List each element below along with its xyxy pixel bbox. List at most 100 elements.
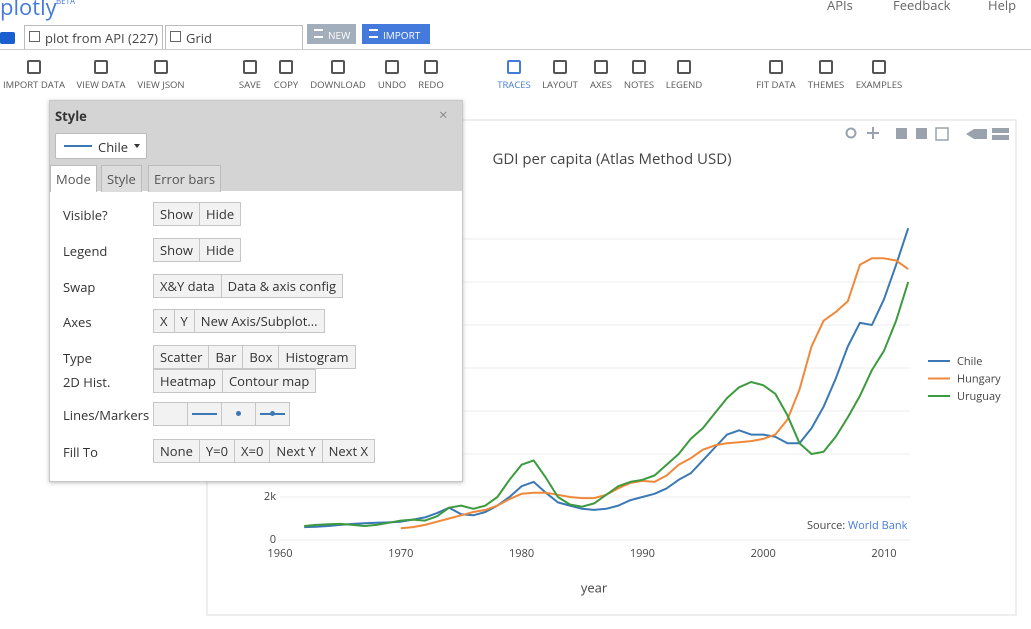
button-group: X Y New Axis/Subplot... [153,309,325,333]
toolbar-icon[interactable] [819,60,833,74]
mode-button[interactable] [187,402,222,426]
option-button[interactable]: None [153,439,200,463]
toolbar-label[interactable]: IMPORT DATA [2,78,66,91]
option-button[interactable]: X [153,309,175,333]
toolbar-icon[interactable] [553,60,567,74]
option-button[interactable]: Hide [199,202,242,226]
modebar[interactable] [845,127,1010,141]
toolbar-label[interactable]: TRACES [497,78,531,91]
toolbar-icon[interactable] [677,60,691,74]
panel-tab[interactable]: Error bars [148,165,222,192]
toolbar-label[interactable]: VIEW JSON [137,78,185,91]
option-button[interactable]: Histogram [278,345,356,369]
toolbar-label[interactable]: AXES [590,78,612,91]
compare-icon[interactable] [992,135,1009,140]
source-label: Source: [807,518,845,533]
option-button[interactable]: Heatmap [153,369,223,393]
toolbar-label[interactable]: COPY [273,78,299,91]
toolbar-icon[interactable] [154,60,168,74]
mode-button[interactable] [221,402,256,426]
option-button[interactable]: Show [153,238,200,262]
divider [0,49,1031,50]
logo[interactable]: plotly [0,0,57,22]
toolbar-icon[interactable] [279,60,293,74]
option-button[interactable]: Next X [321,439,376,463]
toolbar-icon[interactable] [331,60,345,74]
toolbar-label[interactable]: NOTES [623,78,655,91]
line-series [304,281,910,527]
close-button[interactable]: × [439,105,448,125]
toolbar-label[interactable]: LEGEND [665,78,703,91]
action-button[interactable]: NEW [307,24,356,44]
toolbar-icon[interactable] [424,60,438,74]
option-button[interactable]: Contour map [221,369,317,393]
toolbar-label[interactable]: SAVE [238,78,262,91]
option-button[interactable]: Scatter [153,345,210,369]
pan-icon[interactable] [867,127,879,139]
toolbar-icon[interactable] [243,60,257,74]
panel-tab[interactable]: Mode [50,165,97,192]
option-button[interactable]: Hide [199,238,242,262]
tab-icon [170,31,181,42]
hover-icon[interactable] [966,129,987,139]
header-link[interactable]: Help [988,0,1017,14]
toolbar-label[interactable]: DOWNLOAD [310,78,366,91]
option-button[interactable]: New Axis/Subplot... [193,309,325,333]
option-button[interactable]: Next Y [269,439,323,463]
option-button[interactable]: Y [173,309,195,333]
x-tick-label: 1960 [267,546,292,561]
tab[interactable]: Grid [165,25,303,49]
option-button[interactable]: Data & axis config [220,274,344,298]
mode-button[interactable] [255,402,290,426]
y-tick-label: 2k [264,489,276,504]
trace-dropdown[interactable]: Chile [55,133,147,159]
toolbar-label[interactable]: EXAMPLES [855,78,903,91]
option-button[interactable]: Box [242,345,280,369]
toolbar-label[interactable]: THEMES [807,78,845,91]
toolbar-icon[interactable] [27,60,41,74]
toolbar-label[interactable]: VIEW DATA [76,78,126,91]
button-group: Scatter Bar Box Histogram [153,345,356,369]
toolbar-icon[interactable] [769,60,783,74]
button-group [153,402,290,426]
button-group: Heatmap Contour map [153,369,317,393]
chart-title: GDI per capita (Atlas Method USD) [492,149,731,169]
toolbar-icon[interactable] [632,60,646,74]
header-link[interactable]: APIs [827,0,853,14]
x-tick-label: 2000 [751,546,776,561]
zoom-out-icon[interactable] [916,128,927,139]
option-button[interactable]: Bar [208,345,244,369]
compare-icon[interactable] [992,128,1009,133]
style-panel: Style × Chile Mode Style Error bars Visibl… [49,100,463,482]
tab[interactable]: plot from API (227) [24,25,163,49]
toolbar-label[interactable]: FIT DATA [756,78,796,91]
y-tick-label: 0 [270,532,276,547]
option-button[interactable]: Y=0 [198,439,236,463]
toolbar-icon[interactable] [507,60,521,74]
zoom-in-icon[interactable] [896,128,907,139]
option-button[interactable]: X=0 [234,439,271,463]
toolbar-icon[interactable] [594,60,608,74]
toolbar-label[interactable]: LAYOUT [542,78,578,91]
option-button[interactable]: Show [153,202,200,226]
legend-label: Hungary [957,371,1001,386]
row-label: 2D Hist. [63,373,111,391]
autoscale-icon[interactable] [935,127,949,141]
button-group: None Y=0 X=0 Next Y Next X [153,439,376,463]
toolbar-icon[interactable] [872,60,886,74]
toolbar-label[interactable]: UNDO [377,78,407,91]
toolbar-icon[interactable] [385,60,399,74]
row-label: Type [63,349,92,367]
x-tick-label: 1970 [388,546,413,561]
source-link[interactable]: World Bank [848,518,908,533]
toolbar-icon[interactable] [94,60,108,74]
zoom-icon[interactable] [845,127,857,139]
panel-tab[interactable]: Style [101,165,142,192]
header-link[interactable]: Feedback [893,0,951,14]
action-button[interactable]: IMPORT [362,24,430,44]
mode-button[interactable] [153,402,188,426]
option-button[interactable]: X&Y data [153,274,222,298]
toolbar-label[interactable]: REDO [418,78,444,91]
folder-icon[interactable] [0,32,15,44]
